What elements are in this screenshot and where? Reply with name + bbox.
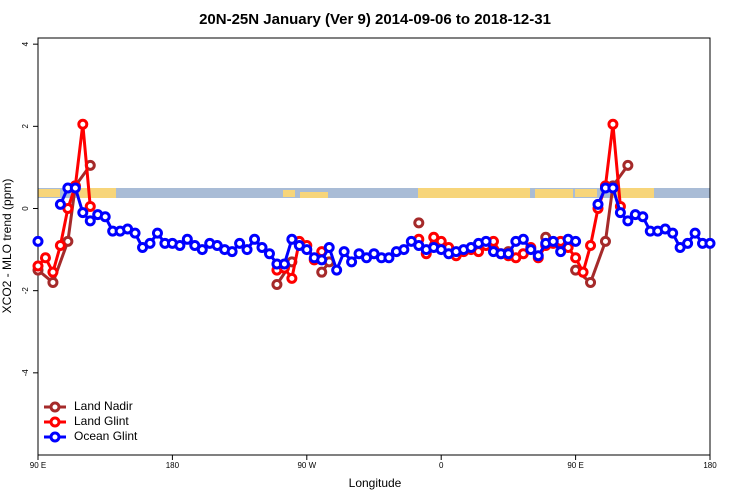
- data-point: [54, 239, 66, 251]
- data-point: [241, 244, 253, 256]
- data-point: [555, 246, 567, 258]
- x-tick-label: 180: [166, 461, 180, 470]
- data-point: [502, 248, 514, 260]
- data-point: [525, 244, 537, 256]
- data-point: [301, 244, 313, 256]
- data-point: [263, 248, 275, 260]
- data-point: [84, 215, 96, 227]
- data-point: [99, 211, 111, 223]
- data-point: [622, 215, 634, 227]
- data-point: [69, 182, 81, 194]
- legend-label: Ocean Glint: [74, 429, 138, 443]
- data-point: [151, 227, 163, 239]
- data-point: [413, 217, 425, 229]
- data-point: [286, 233, 298, 245]
- data-point: [547, 235, 559, 247]
- data-point: [39, 252, 51, 264]
- data-point: [577, 266, 589, 278]
- data-point: [398, 244, 410, 256]
- data-point: [226, 246, 238, 258]
- data-point: [323, 242, 335, 254]
- legend-marker: [49, 431, 61, 443]
- data-point: [278, 258, 290, 270]
- legend-marker: [49, 401, 61, 413]
- data-point: [532, 250, 544, 262]
- data-point: [667, 227, 679, 239]
- chart-title: 20N-25N January (Ver 9) 2014-09-06 to 20…: [199, 11, 551, 28]
- data-point: [585, 276, 597, 288]
- data-point: [383, 252, 395, 264]
- data-point: [614, 207, 626, 219]
- y-tick-label: -2: [21, 287, 30, 295]
- data-point: [316, 266, 328, 278]
- data-point: [704, 237, 716, 249]
- data-point: [144, 237, 156, 249]
- legend-label: Land Nadir: [74, 399, 133, 413]
- y-tick-label: 0: [21, 206, 30, 211]
- x-tick-label: 180: [703, 461, 717, 470]
- x-tick-label: 90 E: [567, 461, 583, 470]
- data-point: [570, 252, 582, 264]
- y-axis-label: XCO2 - MLO trend (ppm): [0, 179, 14, 314]
- data-point: [346, 256, 358, 268]
- y-tick-label: 2: [21, 124, 30, 129]
- data-point: [129, 227, 141, 239]
- data-point: [599, 235, 611, 247]
- data-point: [234, 237, 246, 249]
- data-point: [689, 227, 701, 239]
- data-point: [54, 198, 66, 210]
- data-point: [622, 159, 634, 171]
- y-tick-label: -4: [21, 369, 30, 377]
- data-point: [256, 242, 268, 254]
- data-point: [480, 235, 492, 247]
- data-point: [570, 235, 582, 247]
- x-tick-label: 90 W: [297, 461, 316, 470]
- data-point: [286, 272, 298, 284]
- data-point: [682, 237, 694, 249]
- y-tick-label: 4: [21, 41, 30, 46]
- map-strip: [38, 188, 710, 198]
- data-point: [77, 118, 89, 130]
- x-tick-label: 90 E: [30, 461, 46, 470]
- legend-label: Land Glint: [74, 414, 129, 428]
- data-point: [32, 235, 44, 247]
- data-point: [607, 118, 619, 130]
- data-point: [32, 260, 44, 272]
- data-point: [196, 244, 208, 256]
- data-point: [271, 279, 283, 291]
- data-point: [249, 233, 261, 245]
- data-point: [181, 233, 193, 245]
- data-point: [77, 207, 89, 219]
- data-point: [47, 276, 59, 288]
- data-point: [637, 211, 649, 223]
- data-point: [316, 254, 328, 266]
- legend-marker: [49, 416, 61, 428]
- data-point: [331, 264, 343, 276]
- data-point: [517, 233, 529, 245]
- data-point: [607, 182, 619, 194]
- data-point: [84, 200, 96, 212]
- data-point: [585, 239, 597, 251]
- data-point: [174, 239, 186, 251]
- data-point: [338, 246, 350, 258]
- data-point: [592, 198, 604, 210]
- x-axis-label: Longitude: [349, 476, 402, 490]
- x-tick-label: 0: [439, 461, 444, 470]
- data-point: [47, 266, 59, 278]
